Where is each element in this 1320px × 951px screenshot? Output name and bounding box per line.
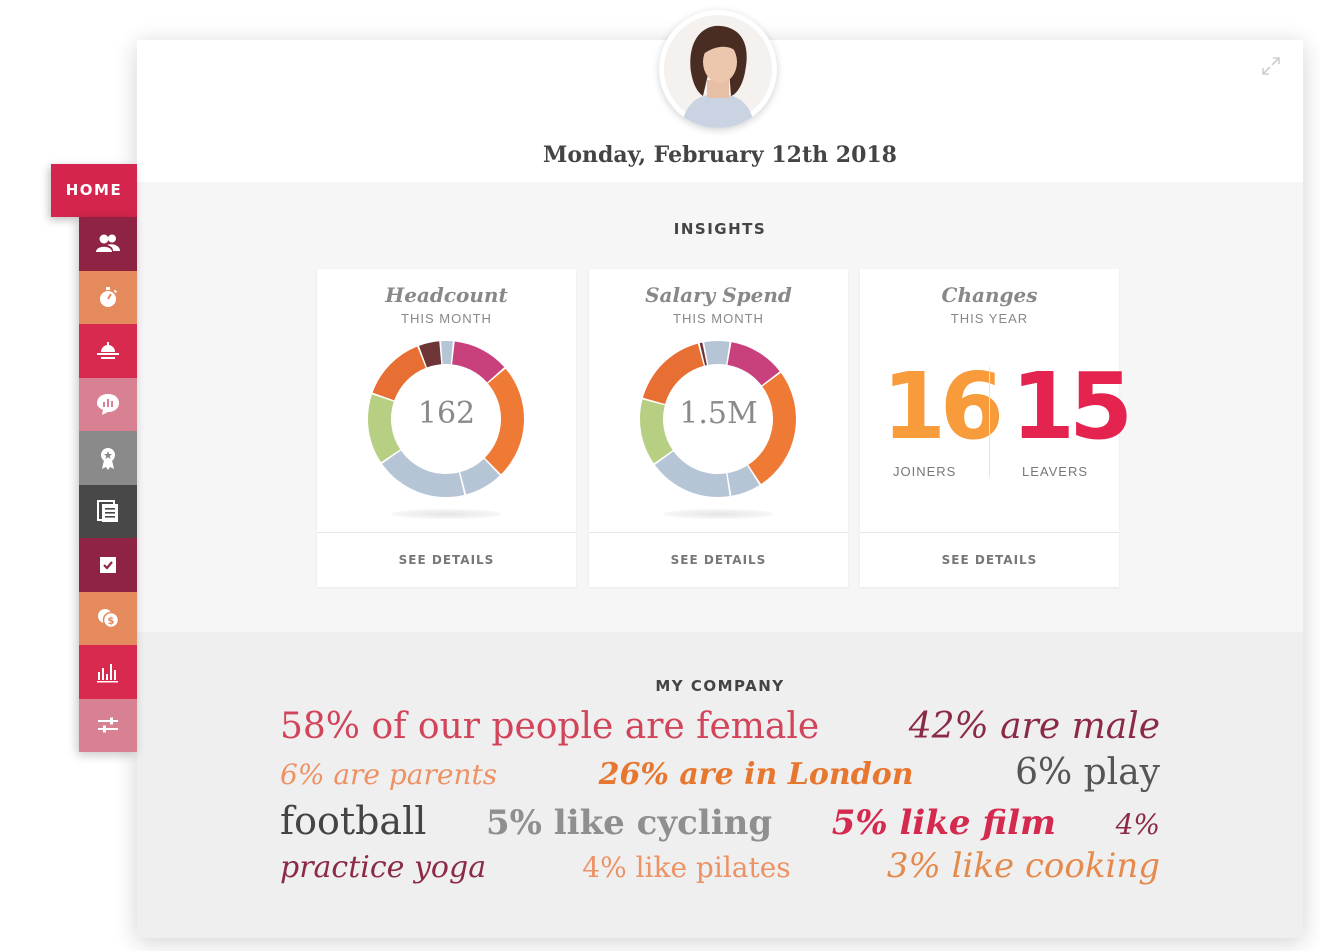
headcount-donut-chart — [368, 341, 524, 497]
donut-shadow — [663, 509, 773, 519]
headcount-donut-segment — [484, 368, 524, 475]
salary-donut-segment — [704, 341, 730, 365]
fact-line: football 5% like cycling 5% like film 4% — [280, 799, 1160, 846]
salary-donut-segment — [699, 342, 707, 366]
salary-donut-chart — [640, 341, 796, 497]
company-fact: 3% like cooking — [886, 846, 1160, 886]
people-icon — [96, 234, 120, 252]
nav-item-holiday[interactable] — [79, 324, 137, 378]
company-fact: 5% like cycling — [485, 803, 773, 843]
documents-icon — [97, 500, 118, 523]
my-company-title: MY COMPANY — [655, 677, 785, 695]
fact-line: 6% are parents 26% are in London 6% play — [280, 752, 1160, 799]
insights-title: INSIGHTS — [673, 220, 767, 238]
changes-card: Changes THIS YEAR 16 JOINERS 15 LEAVERS … — [860, 269, 1133, 587]
dashboard-panel: Monday, February 12th 2018 INSIGHTS Head… — [137, 40, 1303, 938]
page-date: Monday, February 12th 2018 — [543, 142, 897, 168]
stopwatch-icon — [100, 287, 118, 308]
fact-line: practice yoga 4% like pilates 3% like cook… — [280, 846, 1160, 893]
company-fact: 42% are male — [908, 706, 1160, 747]
company-fact: practice yoga — [280, 850, 487, 885]
divider — [989, 367, 990, 477]
company-fact: 5% like film — [831, 803, 1056, 843]
card-subtitle: THIS MONTH — [401, 311, 492, 326]
nav-item-tasks[interactable] — [79, 538, 137, 592]
fact-line: 58% of our people are female 42% are male — [280, 706, 1160, 752]
salary-donut-segment — [640, 399, 673, 464]
headcount-value: 162 — [417, 396, 476, 431]
salary-donut-segment — [727, 465, 760, 496]
leavers-count: 15 — [1011, 353, 1133, 460]
headcount-donut-segment — [419, 341, 442, 368]
company-facts: 58% of our people are female 42% are male… — [280, 706, 1160, 893]
nav-item-expenses[interactable]: $ — [79, 591, 137, 645]
headcount-donut-segment — [382, 450, 465, 497]
avatar[interactable] — [659, 10, 777, 128]
card-subtitle: THIS YEAR — [950, 311, 1029, 326]
company-fact: 58% of our people are female — [280, 706, 820, 747]
headcount-donut-segment — [372, 346, 426, 401]
nav-item-time[interactable] — [79, 270, 137, 324]
nav-item-feedback[interactable] — [79, 377, 137, 431]
sidebar-nav: $ — [79, 217, 137, 752]
sliders-icon — [98, 717, 118, 733]
joiners-label: JOINERS — [893, 464, 957, 479]
headcount-see-details-button[interactable]: SEE DETAILS — [317, 532, 576, 587]
company-fact: 6% are parents — [280, 758, 498, 791]
headcount-card: Headcount THIS MONTH 162 SEE DETAILS — [317, 269, 576, 587]
company-fact: 26% are in London — [598, 757, 914, 792]
salary-donut-hole — [664, 365, 772, 473]
nav-item-people[interactable] — [79, 217, 137, 271]
insights-section: INSIGHTS Headcount THIS MONTH 162 SEE DE… — [137, 182, 1303, 632]
svg-text:$: $ — [108, 616, 115, 627]
company-fact: 4% like pilates — [582, 851, 791, 884]
card-title: Headcount — [385, 283, 508, 307]
avatar-photo — [664, 15, 772, 128]
coins-icon: $ — [98, 609, 120, 629]
card-subtitle: THIS MONTH — [673, 311, 764, 326]
nav-item-reports[interactable] — [79, 645, 137, 699]
donut-shadow — [391, 509, 501, 519]
sun-horizon-icon — [97, 341, 119, 359]
nav-home-tab[interactable]: HOME — [51, 164, 137, 217]
headcount-donut-segment — [441, 341, 453, 365]
card-title: Changes — [941, 283, 1038, 307]
company-fact: 6% play — [1015, 752, 1160, 793]
salary-see-details-button[interactable]: SEE DETAILS — [589, 532, 848, 587]
nav-item-settings[interactable] — [79, 698, 137, 752]
salary-spend-card: Salary Spend THIS MONTH 1.5M SEE DETAILS — [589, 269, 848, 587]
salary-value: 1.5M — [679, 396, 758, 431]
nav-item-awards[interactable] — [79, 431, 137, 485]
my-company-section: MY COMPANY 58% of our people are female 4… — [137, 632, 1303, 938]
headcount-donut-hole — [392, 365, 500, 473]
headcount-donut-segment — [452, 341, 505, 383]
bar-chart-icon — [97, 663, 118, 683]
chat-chart-icon — [97, 394, 119, 416]
card-title: Salary Spend — [645, 283, 792, 307]
headcount-donut-segment — [460, 458, 500, 495]
salary-donut-segment — [727, 342, 780, 386]
salary-donut-segment — [654, 451, 730, 497]
changes-see-details-button[interactable]: SEE DETAILS — [860, 532, 1119, 587]
salary-donut-segment — [642, 343, 704, 404]
salary-donut-segment — [748, 372, 796, 485]
checkbox-icon — [100, 556, 116, 573]
joiners-count: 16 — [882, 353, 1004, 460]
company-fact: 4% — [1115, 808, 1160, 841]
nav-item-documents[interactable] — [79, 484, 137, 538]
leavers-label: LEAVERS — [1022, 464, 1089, 479]
expand-icon[interactable] — [1261, 56, 1281, 76]
headcount-donut-segment — [368, 394, 401, 463]
award-icon — [101, 447, 115, 470]
company-fact: football — [280, 799, 427, 843]
